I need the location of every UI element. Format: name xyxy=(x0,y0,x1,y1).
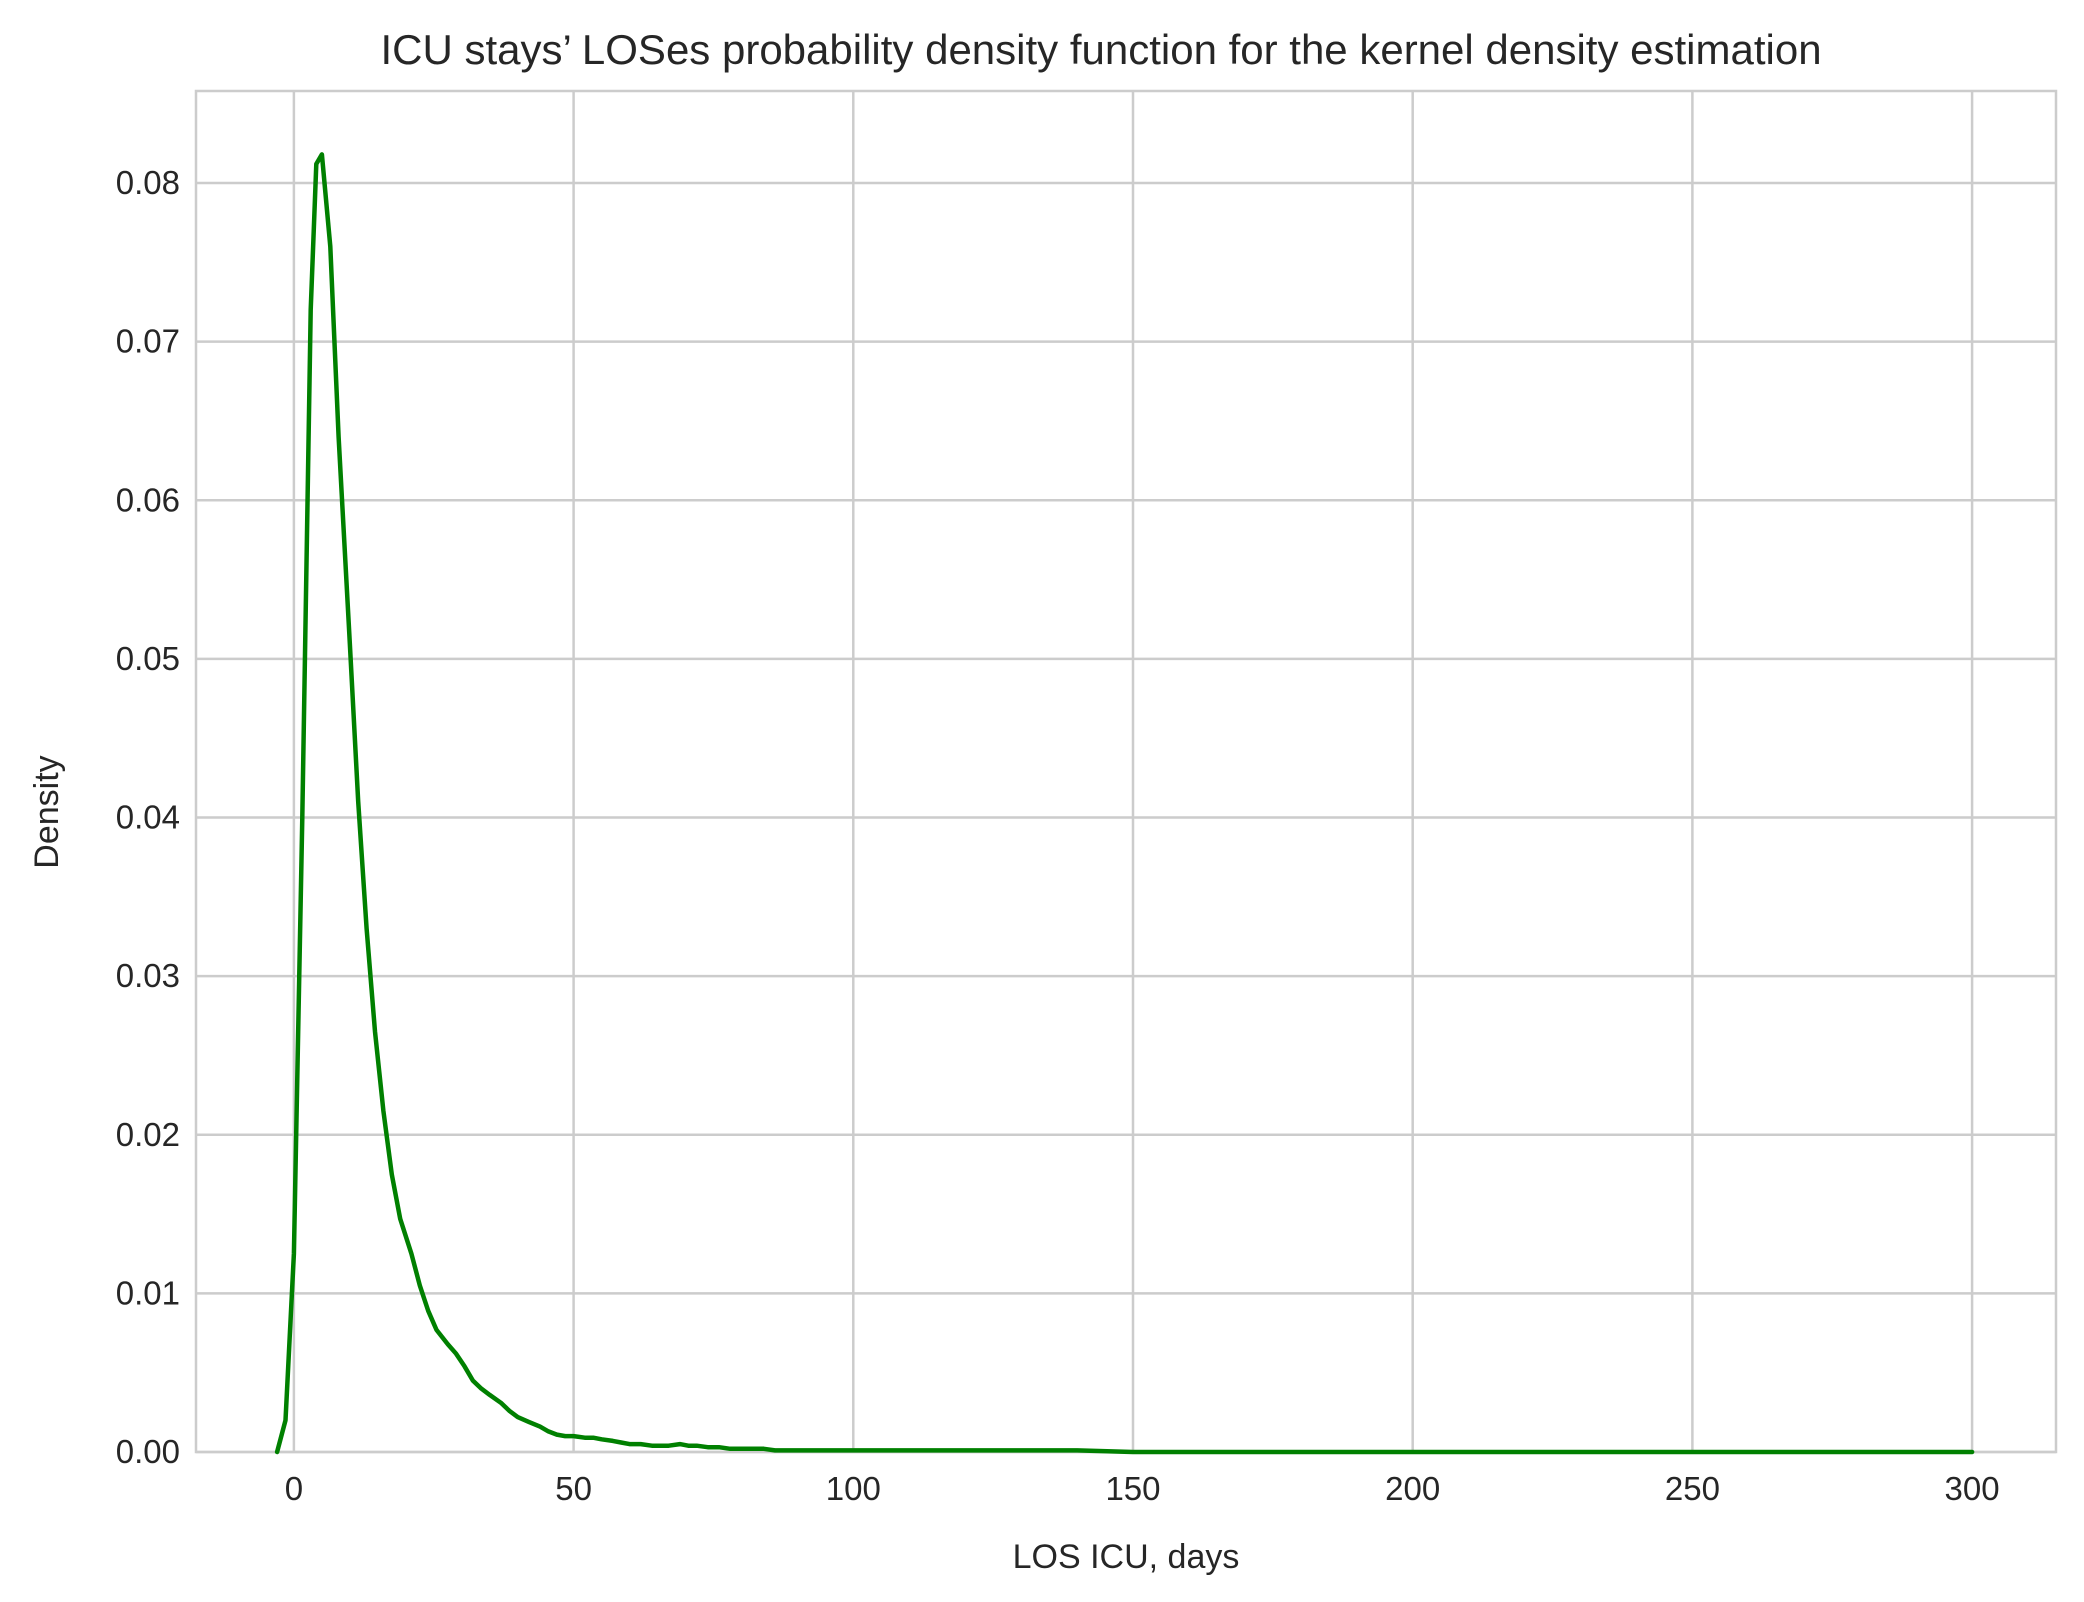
x-tick-label: 0 xyxy=(285,1470,303,1507)
y-tick-label: 0.06 xyxy=(116,481,180,518)
series-layer xyxy=(274,152,1975,1455)
x-tick-label: 100 xyxy=(826,1470,881,1507)
x-axis-ticks: 0 50 100 150 200 250 300 xyxy=(285,1470,2000,1507)
x-tick-label: 200 xyxy=(1385,1470,1440,1507)
y-tick-label: 0.04 xyxy=(116,799,180,836)
y-tick-label: 0.01 xyxy=(116,1274,180,1311)
y-axis-label: Density xyxy=(28,755,66,868)
x-tick-label: 300 xyxy=(1945,1470,2000,1507)
y-tick-label: 0.02 xyxy=(116,1116,180,1153)
x-tick-label: 150 xyxy=(1105,1470,1160,1507)
y-tick-label: 0.07 xyxy=(116,323,180,360)
y-tick-label: 0.05 xyxy=(116,640,180,677)
y-tick-label: 0.03 xyxy=(116,957,180,994)
density-line xyxy=(274,152,1975,1455)
x-tick-label: 250 xyxy=(1665,1470,1720,1507)
y-tick-label: 0.08 xyxy=(116,164,180,201)
x-tick-label: 50 xyxy=(555,1470,592,1507)
y-tick-label: 0.00 xyxy=(116,1433,180,1470)
y-axis-ticks: 0.00 0.01 0.02 0.03 0.04 0.05 0.06 0.07 0.08 xyxy=(116,164,180,1470)
chart-title: ICU stays’ LOSes probability density fun… xyxy=(380,26,1821,73)
x-axis-label: LOS ICU, days xyxy=(1013,1538,1240,1576)
